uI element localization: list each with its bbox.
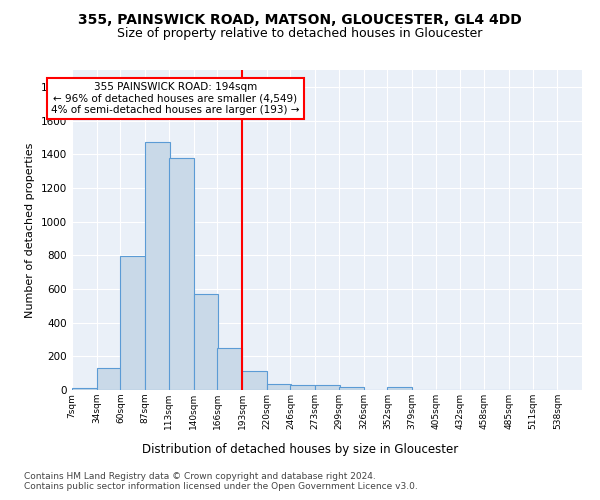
Text: Distribution of detached houses by size in Gloucester: Distribution of detached houses by size … bbox=[142, 442, 458, 456]
Bar bbox=[388, 386, 412, 390]
Y-axis label: Number of detached properties: Number of detached properties bbox=[25, 142, 35, 318]
Bar bbox=[97, 368, 121, 390]
Text: 355, PAINSWICK ROAD, MATSON, GLOUCESTER, GL4 4DD: 355, PAINSWICK ROAD, MATSON, GLOUCESTER,… bbox=[78, 12, 522, 26]
Bar bbox=[169, 158, 194, 390]
Bar bbox=[339, 386, 364, 390]
Bar bbox=[242, 372, 266, 390]
Bar bbox=[145, 142, 170, 390]
Text: 355 PAINSWICK ROAD: 194sqm
← 96% of detached houses are smaller (4,549)
4% of se: 355 PAINSWICK ROAD: 194sqm ← 96% of deta… bbox=[51, 82, 299, 115]
Text: Contains HM Land Registry data © Crown copyright and database right 2024.: Contains HM Land Registry data © Crown c… bbox=[24, 472, 376, 481]
Text: Contains public sector information licensed under the Open Government Licence v3: Contains public sector information licen… bbox=[24, 482, 418, 491]
Bar bbox=[217, 348, 242, 390]
Bar bbox=[315, 386, 340, 390]
Bar bbox=[290, 384, 315, 390]
Bar bbox=[194, 294, 218, 390]
Bar bbox=[121, 256, 145, 390]
Bar bbox=[72, 388, 97, 390]
Text: Size of property relative to detached houses in Gloucester: Size of property relative to detached ho… bbox=[118, 28, 482, 40]
Bar bbox=[266, 384, 292, 390]
